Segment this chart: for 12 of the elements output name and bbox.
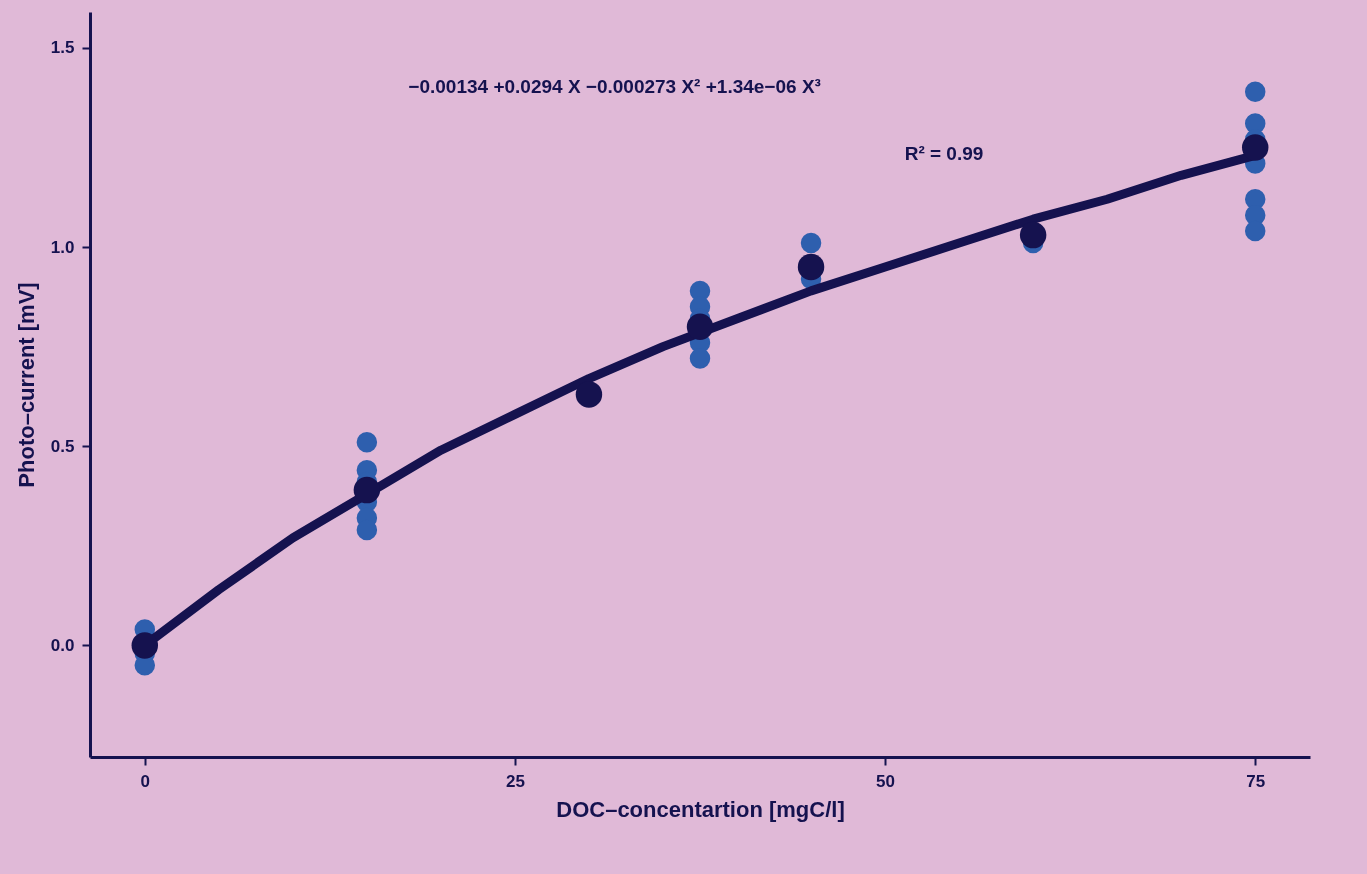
x-tick-label: 0 [140, 771, 151, 791]
x-tick-label: 25 [505, 771, 525, 791]
y-tick-label: 1.5 [50, 38, 75, 58]
y-tick-label: 0.0 [50, 635, 75, 655]
x-tick-label: 75 [1246, 771, 1266, 791]
x-axis-title: DOC–concentartion [mgC/l] [556, 796, 845, 822]
annotation: −0.00134 +0.0294 X −0.000273 X² +1.34e−06 X³ [408, 75, 821, 97]
x-tick-label: 50 [876, 771, 896, 791]
annotation: R² = 0.99 [904, 142, 984, 164]
y-axis-title: Photo–current [mV] [13, 282, 39, 488]
y-tick-label: 0.5 [50, 436, 75, 456]
y-tick-label: 1.0 [50, 237, 75, 257]
